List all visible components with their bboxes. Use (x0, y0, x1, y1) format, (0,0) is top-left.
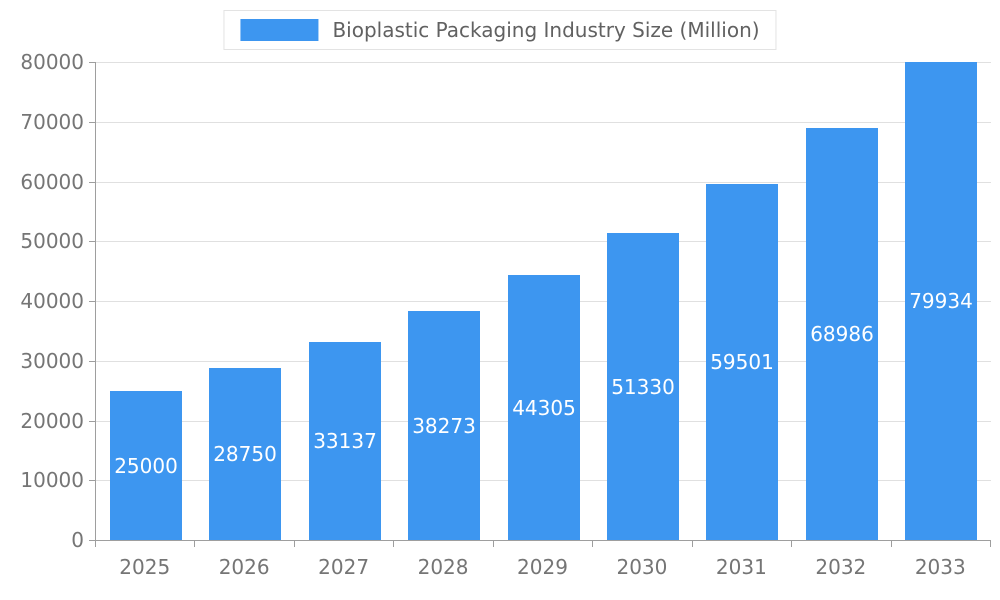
x-tick-mark (95, 541, 96, 547)
y-tick-mark (89, 480, 95, 482)
y-tick-label: 40000 (20, 289, 84, 313)
x-tick-label: 2030 (616, 555, 668, 579)
y-tick-mark (89, 540, 95, 541)
bar-value-label: 68986 (810, 322, 874, 346)
x-tick-mark (990, 541, 991, 547)
bar-value-label: 44305 (512, 395, 576, 420)
y-tick-mark (89, 121, 95, 123)
x-tick-mark (890, 541, 892, 547)
gridline (96, 62, 991, 63)
x-tick-label: 2027 (318, 555, 370, 579)
x-tick-label: 2029 (517, 555, 568, 579)
bar-2028[interactable]: 38273 (408, 311, 480, 540)
bar-2026[interactable]: 28750 (209, 368, 281, 540)
bar-2031[interactable]: 59501 (706, 184, 778, 540)
y-tick-mark (89, 241, 95, 243)
bar-value-label: 25000 (114, 453, 178, 478)
x-tick-mark (492, 541, 494, 547)
y-tick-label: 50000 (20, 229, 84, 254)
x-tick-mark (592, 541, 594, 547)
y-tick-mark (89, 62, 95, 63)
y-tick-mark (89, 420, 95, 422)
x-tick-mark (393, 541, 395, 547)
bar-2032[interactable]: 68986 (806, 128, 878, 540)
bar-value-label: 28750 (213, 442, 277, 466)
bar-value-label: 51330 (611, 374, 675, 399)
chart-legend[interactable]: Bioplastic Packaging Industry Size (Mill… (223, 10, 777, 50)
gridline (96, 181, 991, 183)
bar-value-label: 79934 (909, 289, 973, 313)
x-tick-label: 2031 (715, 555, 767, 579)
y-tick-label: 70000 (20, 109, 84, 134)
plot-area: 25000 28750 33137 38273 44305 51330 59501 68986… (95, 62, 991, 541)
x-tick-label: 2033 (914, 555, 966, 579)
bar-value-label: 59501 (710, 350, 774, 374)
y-tick-mark (89, 301, 95, 302)
x-tick-label: 2028 (417, 555, 469, 579)
legend-label: Bioplastic Packaging Industry Size (Mill… (332, 18, 760, 42)
y-tick-label: 10000 (20, 468, 84, 493)
y-tick-label: 80000 (20, 50, 84, 74)
bar-2027[interactable]: 33137 (309, 342, 381, 540)
bar-2030[interactable]: 51330 (607, 233, 679, 540)
bar-2033[interactable]: 79934 (905, 62, 977, 540)
y-tick-label: 30000 (20, 348, 84, 373)
y-tick-label: 0 (71, 528, 84, 552)
y-tick-label: 20000 (20, 408, 84, 433)
x-tick-mark (691, 541, 693, 547)
bar-2025[interactable]: 25000 (110, 391, 182, 540)
bar-value-label: 33137 (313, 429, 377, 453)
y-tick-mark (89, 181, 95, 183)
gridline (96, 121, 991, 123)
bar-2029[interactable]: 44305 (508, 275, 580, 540)
y-tick-mark (89, 360, 95, 362)
x-tick-mark (791, 541, 793, 547)
x-tick-label: 2032 (815, 555, 867, 579)
y-tick-label: 60000 (20, 169, 84, 194)
bar-value-label: 38273 (412, 413, 476, 438)
x-tick-mark (194, 541, 196, 547)
x-tick-label: 2025 (119, 555, 171, 579)
x-tick-label: 2026 (218, 555, 270, 579)
legend-swatch (240, 19, 319, 41)
x-tick-mark (293, 541, 295, 547)
gridline (96, 241, 991, 243)
